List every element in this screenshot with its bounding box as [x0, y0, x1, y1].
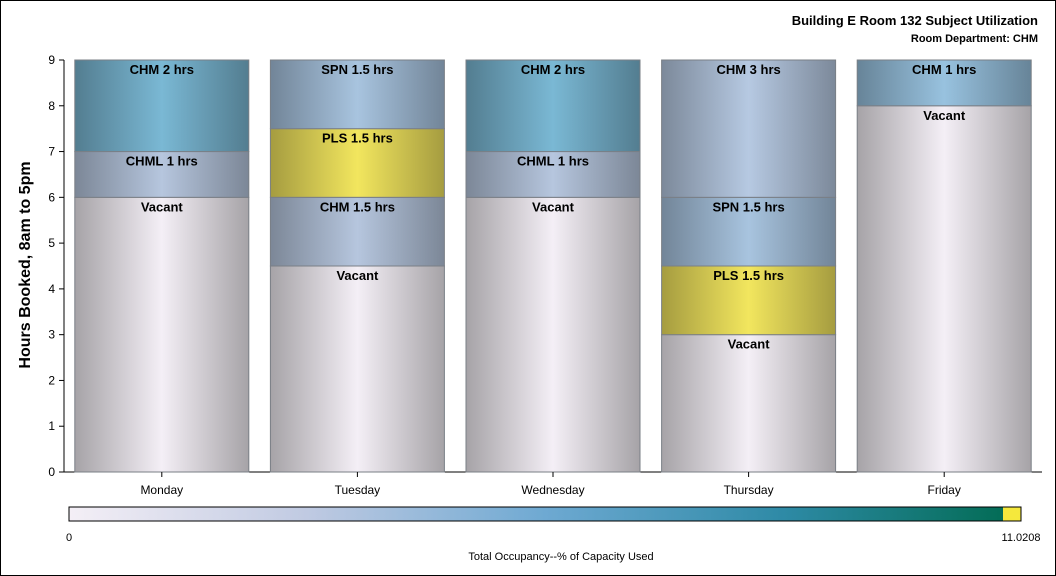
- y-tick-label: 0: [48, 465, 55, 479]
- y-tick-label: 4: [48, 282, 55, 296]
- y-tick-label: 3: [48, 328, 55, 342]
- colorbar-max-label: 11.0208: [1002, 532, 1041, 544]
- segment-label: SPN 1.5 hrs: [321, 62, 393, 77]
- segment-label: SPN 1.5 hrs: [712, 199, 784, 214]
- y-tick-label: 2: [48, 373, 55, 387]
- y-tick-label: 1: [48, 419, 55, 433]
- segment-label: CHML 1 hrs: [517, 154, 589, 169]
- bar-segment: [661, 265, 837, 336]
- bar-segment: [269, 196, 445, 267]
- segment-label: PLS 1.5 hrs: [322, 131, 393, 146]
- segment-label: Vacant: [336, 268, 379, 283]
- plot-area: 0 1 2 3 4 5 6 7 8 9 Vacant CHML 1 hrs CHM 2 hrs Monda…: [48, 53, 1042, 497]
- segment-label: Vacant: [532, 199, 575, 214]
- colorbar-gradient: [69, 507, 1021, 521]
- colorbar-marker: [1003, 507, 1021, 521]
- y-tick-label: 5: [48, 236, 55, 250]
- colorbar-legend: [68, 506, 1022, 522]
- chart-title: Building E Room 132 Subject Utilization: [792, 13, 1038, 28]
- y-tick-label: 9: [48, 53, 55, 67]
- bar-segment: [269, 59, 445, 130]
- x-tick-label: Monday: [140, 483, 183, 497]
- bar-segment: [74, 59, 250, 153]
- segment-label: Vacant: [141, 199, 184, 214]
- bar-segment: [465, 59, 641, 153]
- colorbar-min-label: 0: [66, 532, 72, 544]
- segment-label: CHM 2 hrs: [521, 62, 585, 77]
- x-tick-label: Wednesday: [521, 483, 584, 497]
- y-axis-label: Hours Booked, 8am to 5pm: [17, 161, 34, 368]
- y-tick-label: 6: [48, 190, 55, 204]
- y-tick-label: 8: [48, 99, 55, 113]
- bar-segment: [269, 128, 445, 198]
- segment-label: CHM 2 hrs: [130, 62, 194, 77]
- bar-segment: [465, 151, 641, 198]
- segment-label: PLS 1.5 hrs: [713, 268, 784, 283]
- y-tick-label: 7: [48, 145, 55, 159]
- segment-label: CHM 1.5 hrs: [320, 199, 395, 214]
- bar-segment: [661, 196, 837, 267]
- bar-segment: [74, 196, 250, 473]
- x-tick-label: Tuesday: [335, 483, 381, 497]
- segment-label: CHM 3 hrs: [716, 62, 780, 77]
- bar-segment: [856, 105, 1032, 473]
- bar-segment: [856, 59, 1032, 107]
- chart-subtitle: Room Department: CHM: [911, 33, 1038, 45]
- segment-label: CHML 1 hrs: [126, 154, 198, 169]
- x-tick-label: Thursday: [724, 483, 774, 497]
- segment-label: Vacant: [923, 108, 966, 123]
- bar-segment: [661, 334, 837, 473]
- colorbar-border: [68, 506, 1022, 522]
- x-tick-label: Friday: [928, 483, 961, 497]
- bar-segment: [269, 265, 445, 473]
- bar-segment: [661, 59, 837, 198]
- colorbar-title: Total Occupancy--% of Capacity Used: [468, 551, 653, 563]
- bar-segment: [465, 196, 641, 473]
- segment-label: Vacant: [728, 337, 771, 352]
- segment-label: CHM 1 hrs: [912, 62, 976, 77]
